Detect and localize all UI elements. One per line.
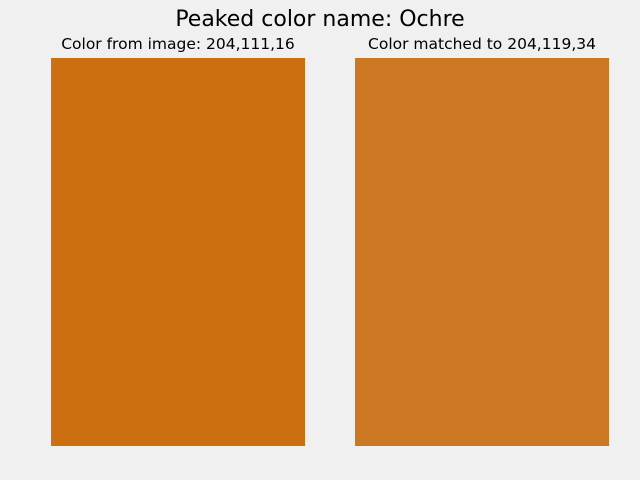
source-color-label: Color from image: 204,111,16 (61, 35, 295, 53)
source-color-swatch (51, 58, 305, 446)
matched-color-label: Color matched to 204,119,34 (368, 35, 596, 53)
matched-color-swatch (355, 58, 609, 446)
figure-title: Peaked color name: Ochre (175, 7, 465, 32)
